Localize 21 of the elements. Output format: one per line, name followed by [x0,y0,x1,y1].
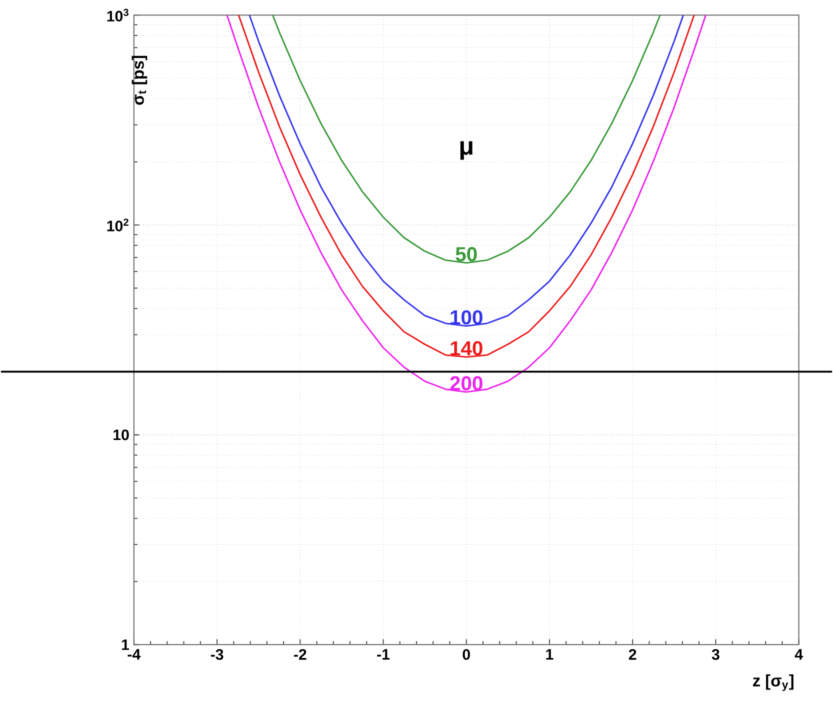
line-series [272,14,661,264]
y-tick-label: 10 [114,430,129,440]
x-tick-label: 2 [628,649,636,660]
y-axis-title: σ$_{t}$ [ps] [132,56,148,105]
x-axis-title: z [σ$_{y}$] [753,674,794,692]
x-tick-label: -2 [294,649,306,660]
series-label: 200 [450,376,482,391]
x-tick-label: -3 [210,649,224,660]
series-label: 140 [450,341,482,356]
y-tick-label: 1 [122,640,130,650]
x-tick-label: -4 [128,649,141,660]
legend-title: μ [460,141,472,160]
x-tick-label: 4 [794,649,803,660]
x-tick-label: -1 [377,649,390,660]
series-label: 100 [450,310,482,325]
y-tick-label: 10$^{3}$ [107,8,128,22]
y-tick-label: 10$^{2}$ [107,218,128,232]
series-label: 50 [456,247,477,262]
x-tick-label: 1 [546,649,554,660]
x-tick-label: 0 [462,649,470,660]
x-tick-label: 3 [712,649,720,660]
